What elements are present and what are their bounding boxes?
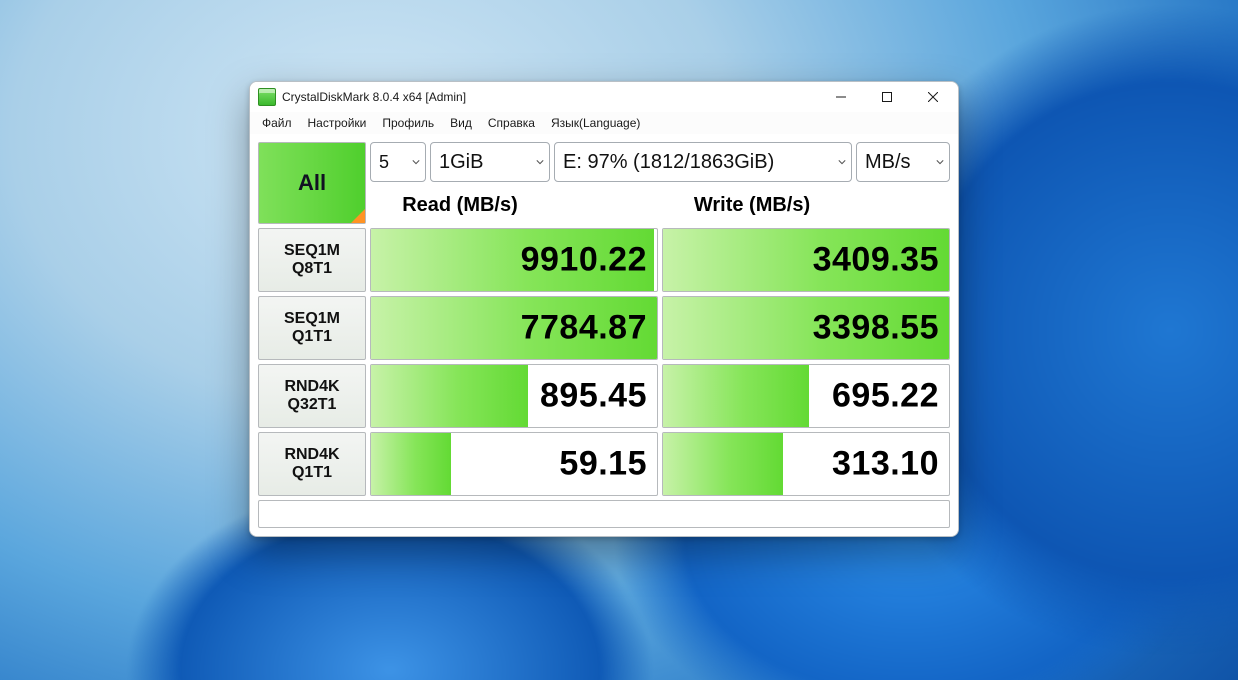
size-select[interactable]: 1GiB: [430, 142, 550, 182]
test-row-label2: Q32T1: [288, 396, 337, 414]
run-all-button[interactable]: All: [258, 142, 366, 224]
test-row-label2: Q1T1: [292, 328, 332, 346]
titlebar[interactable]: CrystalDiskMark 8.0.4 x64 [Admin]: [250, 82, 958, 112]
test-row-label2: Q1T1: [292, 464, 332, 482]
test-row-label1: RND4K: [284, 446, 339, 464]
chevron-down-icon: [936, 158, 944, 166]
result-bar: [663, 433, 783, 495]
runs-value: 5: [379, 152, 389, 173]
write-result-cell: 313.10: [662, 432, 950, 496]
menu-view[interactable]: Вид: [442, 114, 480, 132]
write-value: 3398.55: [813, 309, 939, 348]
menu-profile[interactable]: Профиль: [374, 114, 442, 132]
menubar: Файл Настройки Профиль Вид Справка Язык(…: [250, 112, 958, 134]
test-row-button[interactable]: SEQ1MQ8T1: [258, 228, 366, 292]
read-result-cell: 9910.22: [370, 228, 658, 292]
drive-value: E: 97% (1812/1863GiB): [563, 151, 774, 174]
result-bar: [371, 365, 528, 427]
drive-select[interactable]: E: 97% (1812/1863GiB): [554, 142, 852, 182]
write-result-cell: 3409.35: [662, 228, 950, 292]
read-value: 7784.87: [521, 309, 647, 348]
read-value: 9910.22: [521, 241, 647, 280]
read-result-cell: 7784.87: [370, 296, 658, 360]
read-result-cell: 59.15: [370, 432, 658, 496]
menu-language[interactable]: Язык(Language): [543, 114, 648, 132]
chevron-down-icon: [536, 158, 544, 166]
maximize-icon: [882, 92, 892, 102]
results-grid: SEQ1MQ8T19910.223409.35SEQ1MQ1T17784.873…: [258, 228, 950, 496]
size-value: 1GiB: [439, 151, 483, 174]
test-row-label2: Q8T1: [292, 260, 332, 278]
maximize-button[interactable]: [864, 82, 910, 112]
test-row-label1: SEQ1M: [284, 242, 340, 260]
result-bar: [371, 433, 451, 495]
client-area: All 5 1GiB E: 97% (1812/1863GiB): [250, 134, 958, 536]
menu-help[interactable]: Справка: [480, 114, 543, 132]
status-bar: [258, 500, 950, 528]
desktop-wallpaper: CrystalDiskMark 8.0.4 x64 [Admin] Файл Н…: [0, 0, 1238, 680]
write-column-header: Write (MB/s): [554, 190, 950, 220]
unit-select[interactable]: MB/s: [856, 142, 950, 182]
chevron-down-icon: [412, 158, 420, 166]
write-result-cell: 695.22: [662, 364, 950, 428]
write-value: 313.10: [832, 445, 939, 484]
runs-select[interactable]: 5: [370, 142, 426, 182]
test-row-button[interactable]: SEQ1MQ1T1: [258, 296, 366, 360]
app-window: CrystalDiskMark 8.0.4 x64 [Admin] Файл Н…: [249, 81, 959, 537]
read-value: 895.45: [540, 377, 647, 416]
close-button[interactable]: [910, 82, 956, 112]
read-value: 59.15: [559, 445, 647, 484]
write-result-cell: 3398.55: [662, 296, 950, 360]
result-bar: [663, 365, 809, 427]
test-row-button[interactable]: RND4KQ32T1: [258, 364, 366, 428]
read-column-header: Read (MB/s): [370, 190, 550, 220]
test-row-button[interactable]: RND4KQ1T1: [258, 432, 366, 496]
menu-settings[interactable]: Настройки: [300, 114, 375, 132]
close-icon: [928, 92, 938, 102]
chevron-down-icon: [838, 158, 846, 166]
write-value: 3409.35: [813, 241, 939, 280]
unit-value: MB/s: [865, 151, 911, 174]
read-result-cell: 895.45: [370, 364, 658, 428]
minimize-icon: [836, 92, 846, 102]
write-value: 695.22: [832, 377, 939, 416]
run-all-label: All: [298, 170, 326, 196]
test-row-label1: SEQ1M: [284, 310, 340, 328]
app-icon: [258, 88, 276, 106]
test-row-label1: RND4K: [284, 378, 339, 396]
window-title: CrystalDiskMark 8.0.4 x64 [Admin]: [282, 90, 818, 104]
minimize-button[interactable]: [818, 82, 864, 112]
menu-file[interactable]: Файл: [254, 114, 300, 132]
